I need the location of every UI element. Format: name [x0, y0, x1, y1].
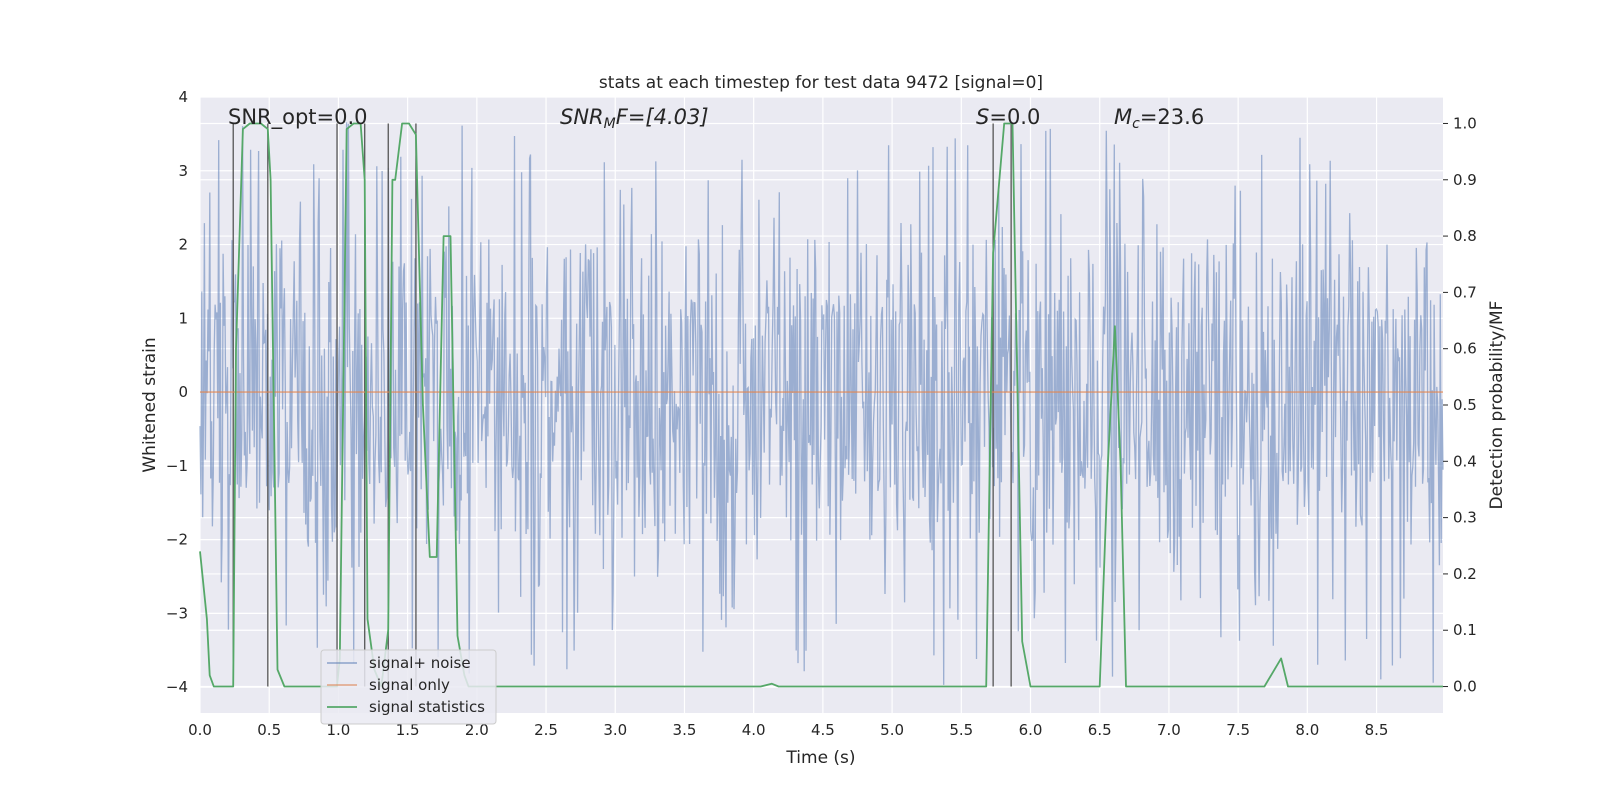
legend-box — [320, 649, 497, 725]
y-left-tick-label-3: 1 — [178, 309, 188, 327]
y-right-tick-label-1: 0.9 — [1453, 171, 1477, 189]
x-axis-ticks: 0.0 0.5 1.0 1.5 2.0 2.5 3.0 3.5 4.0 4.5 5.0 5.5 6.0 6… — [188, 721, 1388, 739]
legend: signal+ noise signal only signal statist… — [320, 649, 497, 725]
y-left-tick-label-1: 3 — [178, 162, 188, 180]
annotation-s-italic: S — [976, 105, 989, 129]
y-right-tick-label-7: 0.3 — [1453, 509, 1477, 527]
annotation-mc-sub: c — [1132, 116, 1140, 132]
x-tick-label-7: 3.5 — [673, 721, 697, 739]
y-axis-right-label: Detection probability/MF — [1487, 301, 1507, 510]
legend-label-signal-statistics: signal statistics — [369, 698, 485, 716]
annotation-snr-mf-italic: SNR — [560, 105, 604, 129]
x-tick-label-12: 6.0 — [1019, 721, 1043, 739]
y-right-tick-label-4: 0.6 — [1453, 340, 1477, 358]
legend-label-signal-only: signal only — [369, 676, 450, 694]
y-left-tick-label-2: 2 — [178, 236, 188, 254]
y-right-tick-label-8: 0.2 — [1453, 565, 1477, 583]
x-tick-label-17: 8.5 — [1365, 721, 1389, 739]
annotation-s: S=0.0 — [976, 105, 1040, 129]
x-tick-label-15: 7.5 — [1226, 721, 1250, 739]
x-tick-label-6: 3.0 — [603, 721, 627, 739]
y-axis-left-ticks: 4 3 2 1 0 −1 −2 −3 −4 — [166, 88, 188, 696]
x-tick-label-16: 8.0 — [1295, 721, 1319, 739]
annotation-mc: Mc=23.6 — [1114, 105, 1204, 132]
signal-statistics-line — [199, 122, 1443, 688]
annotation-mc-rest: =23.6 — [1140, 105, 1204, 129]
x-tick-label-14: 7.0 — [1157, 721, 1181, 739]
y-axis-right-ticks: 1.0 0.9 0.8 0.7 0.6 0.5 0.4 0.3 0.2 0.1 0.0 — [1443, 114, 1477, 696]
x-tick-label-1: 0.5 — [257, 721, 281, 739]
y-right-tick-label-5: 0.5 — [1453, 396, 1477, 414]
y-left-tick-label-7: −3 — [166, 604, 188, 622]
y-left-tick-label-0: 4 — [178, 88, 188, 106]
y-left-tick-label-5: −1 — [166, 457, 188, 475]
x-tick-label-9: 4.5 — [811, 721, 835, 739]
y-axis-left-label: Whitened strain — [140, 337, 160, 472]
y-left-tick-label-4: 0 — [178, 383, 188, 401]
y-right-tick-label-9: 0.1 — [1453, 621, 1477, 639]
x-tick-label-10: 5.0 — [880, 721, 904, 739]
y-left-tick-label-8: −4 — [166, 678, 188, 696]
annotation-snr-mf-sub: M — [604, 116, 616, 132]
x-tick-label-3: 1.5 — [396, 721, 420, 739]
legend-label-signal-plus-noise: signal+ noise — [369, 654, 471, 672]
x-tick-label-4: 2.0 — [465, 721, 489, 739]
y-left-tick-label-6: −2 — [166, 531, 188, 549]
y-right-tick-label-6: 0.4 — [1453, 452, 1477, 470]
noise-trace — [199, 122, 1444, 685]
x-tick-label-13: 6.5 — [1088, 721, 1112, 739]
x-tick-label-2: 1.0 — [326, 721, 350, 739]
x-axis-label: Time (s) — [785, 748, 855, 768]
y-right-tick-label-0: 1.0 — [1453, 114, 1477, 132]
x-tick-label-0: 0.0 — [188, 721, 212, 739]
y-right-tick-label-10: 0.0 — [1453, 678, 1477, 696]
annotation-snr-opt: SNR_opt=0.0 — [228, 105, 368, 130]
annotation-mc-italic: M — [1114, 105, 1132, 129]
annotation-snr-mf-rest: F=[4.03] — [616, 105, 709, 129]
series-signal-statistics — [199, 122, 1443, 688]
y-right-tick-label-3: 0.7 — [1453, 283, 1477, 301]
x-tick-label-11: 5.5 — [949, 721, 973, 739]
annotation-s-rest: =0.0 — [989, 105, 1040, 129]
x-tick-label-5: 2.5 — [534, 721, 558, 739]
chart-title: stats at each timestep for test data 947… — [599, 73, 1043, 93]
x-tick-label-8: 4.0 — [742, 721, 766, 739]
series-signal-plus-noise — [199, 122, 1444, 685]
y-right-tick-label-2: 0.8 — [1453, 227, 1477, 245]
annotation-snr-mf: SNRMF=[4.03] — [560, 105, 709, 132]
